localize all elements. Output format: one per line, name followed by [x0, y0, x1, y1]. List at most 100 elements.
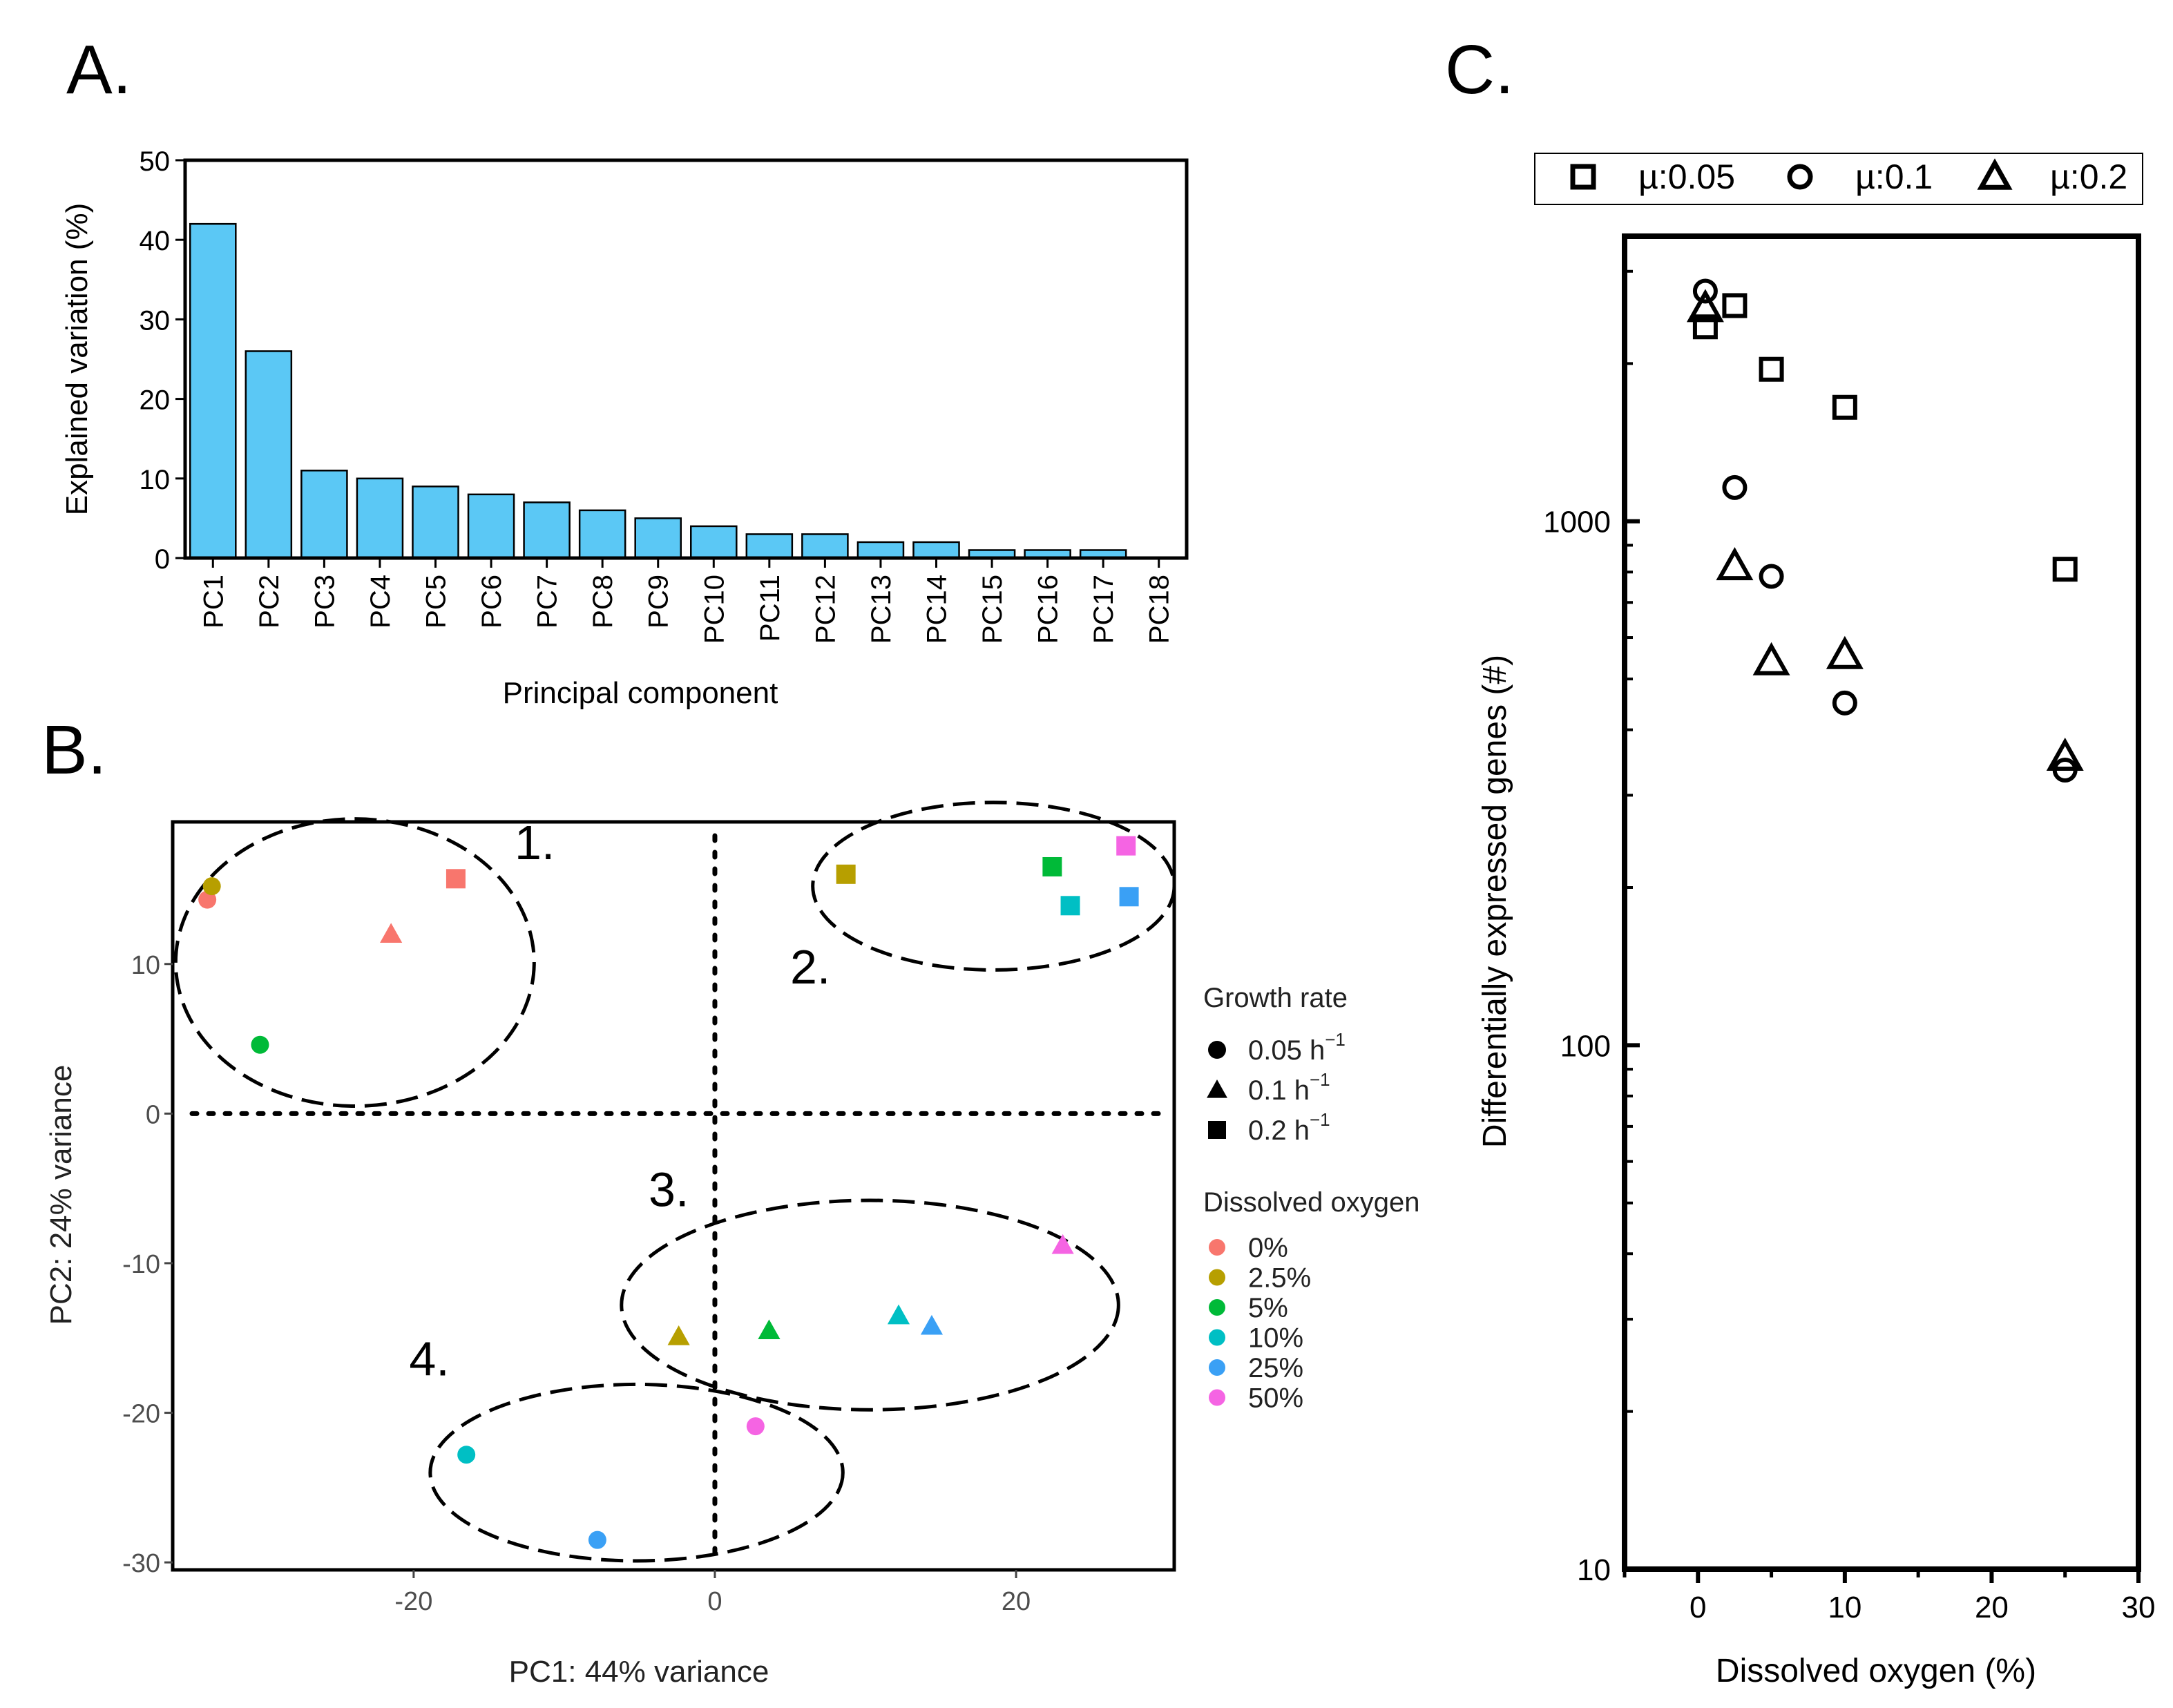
- pca-y-tick-label: -30: [122, 1549, 160, 1578]
- oxygen-legend-label: 25%: [1248, 1353, 1303, 1383]
- scree-y-tick-label: 20: [140, 385, 171, 416]
- deg-points: [1686, 278, 2084, 783]
- growth-legend-marker: [1207, 1080, 1227, 1098]
- scree-y-axis-title: Explained variation (%): [60, 203, 94, 515]
- pca-legend: Growth rate 0.05 h−10.1 h−10.2 h−1 Dissolv…: [1203, 983, 1420, 1414]
- scree-x-tick-label: PC10: [699, 575, 729, 644]
- deg-y-tick-label: 10: [1577, 1553, 1611, 1587]
- deg-y-axis-title: Differentially expressed genes (#): [1477, 655, 1513, 1148]
- deg-point: [1692, 278, 1718, 304]
- scree-x-tick-label: PC14: [922, 575, 953, 644]
- pca-point: [457, 1446, 476, 1464]
- scree-x-tick-label: PC8: [588, 575, 618, 628]
- deg-point: [1832, 394, 1857, 420]
- deg-x-tick-label: 0: [1689, 1591, 1706, 1624]
- scree-x-tick-label: PC7: [533, 575, 563, 628]
- scree-x-tick-label: PC12: [810, 575, 841, 644]
- pca-point: [446, 869, 466, 889]
- scree-y-axis: 0 10 20 30 40 50: [140, 146, 185, 575]
- deg-legend: µ:0.05 µ:0.1 µ:0.2: [1534, 153, 2143, 205]
- oxygen-legend-marker: [1209, 1299, 1225, 1316]
- pca-point: [1116, 836, 1136, 856]
- oxygen-legend-label: 10%: [1248, 1323, 1303, 1354]
- pca-y-axis-title: PC2: 24% variance: [44, 1065, 78, 1325]
- growth-legend-label: 0.1 h−1: [1248, 1069, 1330, 1106]
- oxygen-legend-label: 5%: [1248, 1293, 1288, 1323]
- deg-point: [1826, 635, 1864, 669]
- scree-x-tick-label: PC9: [644, 575, 674, 628]
- growth-legend-label: 0.2 h−1: [1248, 1109, 1330, 1146]
- scree-x-tick-label: PC16: [1033, 575, 1064, 644]
- deg-point: [1722, 293, 1748, 318]
- pca-y-axis: -30 -20 -10 0 10: [122, 951, 173, 1578]
- scree-x-axis: PC1 PC2 PC3 PC4 PC5 PC6 PC7 PC8 PC9 PC10 PC11 PC12 P…: [198, 558, 1175, 644]
- bar-pc2: [245, 350, 293, 559]
- panel-label-a: A.: [66, 31, 131, 108]
- pca-x-tick-label: 20: [1002, 1587, 1031, 1616]
- deg-x-axis-title: Dissolved oxygen (%): [1716, 1653, 2036, 1689]
- cluster-ellipse-1: [173, 817, 536, 1109]
- scree-x-tick-label: PC18: [1145, 575, 1175, 644]
- pca-scatter-plot: 1. 2. 3. 4. -30 -20 -10 0 10 -20 0 20 PC2: 24% va…: [44, 800, 1420, 1689]
- bar-pc14: [912, 541, 960, 559]
- deg-point: [2052, 557, 2078, 582]
- deg-y-tick-label: 1000: [1543, 506, 1611, 539]
- scree-x-tick-label: PC17: [1089, 575, 1119, 644]
- scree-x-tick-label: PC6: [477, 575, 507, 628]
- deg-x-tick-label: 30: [2122, 1591, 2156, 1624]
- deg-point: [1692, 314, 1718, 340]
- oxygen-legend-label: 50%: [1248, 1383, 1303, 1414]
- deg-legend-marker: [1570, 164, 1596, 190]
- bar-pc8: [578, 509, 626, 559]
- deg-point: [1686, 289, 1724, 323]
- deg-point: [1752, 642, 1790, 675]
- pca-point: [887, 1304, 910, 1325]
- deg-point: [1716, 547, 1754, 581]
- pca-point: [667, 1325, 690, 1345]
- pca-x-tick-label: 0: [707, 1587, 722, 1616]
- oxygen-legend-label: 0%: [1248, 1233, 1288, 1263]
- bar-pc1: [189, 222, 237, 559]
- pca-point: [251, 1035, 269, 1054]
- scree-y-tick-label: 10: [140, 465, 171, 495]
- scree-x-tick-label: PC5: [421, 575, 452, 628]
- deg-x-axis: 0 10 20 30: [1622, 1569, 2156, 1624]
- deg-legend-marker: [1977, 158, 2013, 190]
- pca-y-tick-label: -10: [122, 1250, 160, 1279]
- pca-point: [588, 1531, 606, 1549]
- scree-x-tick-label: PC13: [866, 575, 897, 644]
- bar-pc11: [745, 533, 794, 559]
- oxygen-legend-marker: [1209, 1329, 1225, 1346]
- pca-point: [746, 1417, 765, 1436]
- pca-x-axis-title: PC1: 44% variance: [509, 1655, 769, 1689]
- bar-pc5: [412, 486, 459, 559]
- deg-point: [1832, 690, 1857, 716]
- panel-label-b: B.: [41, 711, 106, 789]
- bar-pc3: [300, 470, 348, 559]
- scree-x-tick-label: PC3: [309, 575, 340, 628]
- pca-point: [202, 877, 221, 896]
- oxygen-legend-marker: [1209, 1389, 1225, 1406]
- bar-pc7: [523, 501, 571, 559]
- deg-x-tick-label: 10: [1828, 1591, 1861, 1624]
- pca-point: [1119, 887, 1139, 907]
- deg-point: [2046, 737, 2084, 771]
- pca-point: [758, 1319, 781, 1339]
- pca-x-tick-label: -20: [394, 1587, 432, 1616]
- deg-point: [1759, 356, 1784, 382]
- cluster-ellipse-2: [811, 800, 1176, 972]
- deg-x-tick-label: 20: [1975, 1591, 2009, 1624]
- deg-point: [1722, 474, 1748, 500]
- bar-pc13: [856, 541, 905, 559]
- scree-x-tick-label: PC1: [198, 575, 229, 628]
- cluster-label-2: 2.: [790, 940, 830, 994]
- scree-y-tick-label: 30: [140, 305, 171, 336]
- scree-plot-frame: [183, 158, 1189, 560]
- scree-x-tick-label: PC2: [254, 575, 285, 628]
- oxygen-legend-title: Dissolved oxygen: [1203, 1187, 1420, 1218]
- cluster-ellipses: 1. 2. 3. 4.: [173, 800, 1176, 1563]
- scree-x-tick-label: PC11: [755, 575, 785, 642]
- deg-plot-frame: [1622, 233, 2141, 1572]
